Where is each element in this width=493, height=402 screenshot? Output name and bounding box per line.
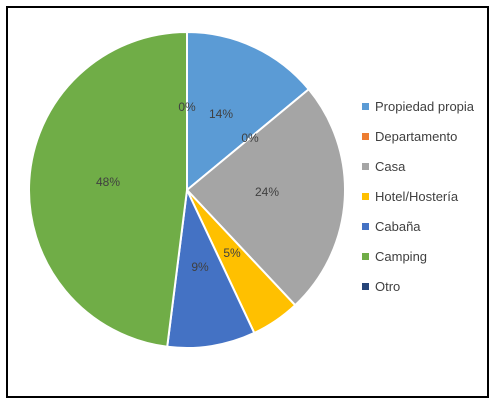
data-label-otro: 0%	[241, 131, 259, 145]
legend-item: Cabaña	[362, 211, 487, 241]
legend-swatch	[362, 222, 369, 230]
data-label-caba-a: 9%	[191, 260, 209, 274]
data-label-casa: 24%	[255, 185, 279, 199]
legend-item: Propiedad propia	[362, 91, 487, 121]
legend-label: Camping	[375, 248, 428, 264]
data-label-hotel-hoster-a: 5%	[223, 246, 241, 260]
legend-label: Hotel/Hostería	[375, 188, 459, 204]
legend-label: Cabaña	[375, 218, 421, 234]
legend-swatch	[362, 132, 369, 140]
legend-swatch	[362, 162, 369, 170]
data-label-camping: 48%	[96, 175, 120, 189]
legend-item: Hotel/Hostería	[362, 181, 487, 211]
legend-item: Camping	[362, 241, 487, 271]
legend-swatch	[362, 102, 369, 110]
legend-item: Otro	[362, 271, 487, 301]
legend-swatch	[362, 252, 369, 260]
legend-label: Propiedad propia	[375, 98, 475, 114]
legend-label: Casa	[375, 158, 406, 174]
pie-slice-caba-a	[166, 186, 256, 349]
legend-swatch	[362, 282, 369, 290]
legend-label: Departamento	[375, 128, 458, 144]
pie-slice-casa	[185, 87, 346, 307]
data-label-propiedad-propia: 14%	[209, 107, 233, 121]
legend-item: Casa	[362, 151, 487, 181]
legend: Propiedad propia Departamento Casa Hotel/Ho…	[362, 91, 487, 301]
pie-slice-camping	[28, 30, 188, 348]
legend-item: Departamento	[362, 121, 487, 151]
legend-swatch	[362, 192, 369, 200]
data-label-departamento: 0%	[178, 100, 196, 114]
legend-label: Otro	[375, 278, 401, 294]
pie-slice-propiedad-propia	[186, 30, 311, 193]
